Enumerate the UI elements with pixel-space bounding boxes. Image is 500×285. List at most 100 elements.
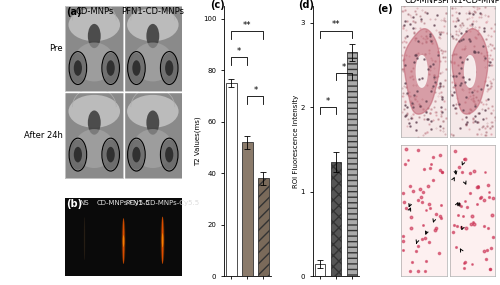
- Point: [406, 13, 414, 17]
- Ellipse shape: [127, 95, 178, 128]
- Point: [437, 89, 445, 94]
- Point: [470, 74, 478, 78]
- Point: [481, 78, 489, 83]
- Point: [414, 198, 422, 203]
- Point: [461, 80, 469, 84]
- Point: [482, 116, 490, 121]
- Ellipse shape: [74, 60, 82, 76]
- Point: [488, 213, 496, 218]
- Point: [442, 107, 450, 111]
- Point: [468, 24, 476, 28]
- Point: [470, 168, 478, 173]
- Point: [468, 222, 475, 227]
- Point: [412, 82, 420, 87]
- Point: [435, 85, 443, 90]
- Point: [426, 17, 434, 21]
- Bar: [258, 178, 268, 276]
- Point: [442, 67, 450, 72]
- Point: [453, 223, 461, 228]
- Point: [458, 60, 466, 64]
- Point: [425, 122, 433, 127]
- Point: [465, 86, 473, 90]
- Point: [414, 64, 422, 68]
- Point: [404, 111, 411, 115]
- Point: [430, 76, 438, 81]
- Point: [412, 38, 420, 43]
- Point: [475, 111, 483, 115]
- Point: [462, 71, 470, 76]
- Point: [480, 55, 488, 60]
- Ellipse shape: [88, 111, 101, 135]
- Point: [482, 89, 490, 93]
- Point: [454, 32, 462, 37]
- Point: [409, 15, 417, 19]
- Point: [488, 57, 496, 62]
- Point: [436, 80, 444, 85]
- Point: [460, 265, 468, 270]
- Y-axis label: ROI Fluorescence Intensity: ROI Fluorescence Intensity: [293, 94, 299, 188]
- Point: [456, 55, 464, 59]
- Point: [479, 102, 487, 106]
- Point: [414, 39, 422, 43]
- Point: [462, 29, 470, 34]
- Point: [482, 98, 490, 103]
- Point: [474, 49, 482, 54]
- Point: [491, 115, 499, 119]
- Point: [398, 52, 406, 57]
- Point: [448, 33, 456, 38]
- Point: [486, 79, 494, 84]
- Point: [418, 200, 426, 205]
- Point: [400, 4, 408, 9]
- Point: [417, 19, 425, 23]
- Point: [465, 70, 473, 75]
- Point: [454, 100, 462, 104]
- Point: [411, 20, 419, 25]
- Point: [412, 249, 420, 254]
- Point: [407, 68, 415, 73]
- Point: [456, 82, 464, 87]
- Bar: [104, 198, 142, 276]
- Point: [399, 26, 407, 30]
- Point: [474, 120, 482, 124]
- Point: [398, 86, 406, 91]
- Point: [473, 184, 481, 189]
- Point: [457, 25, 465, 30]
- Point: [484, 106, 492, 111]
- Point: [460, 23, 468, 28]
- Point: [403, 91, 411, 95]
- Point: [468, 262, 476, 266]
- Point: [449, 36, 457, 40]
- Point: [478, 117, 486, 122]
- Point: [400, 113, 408, 118]
- Point: [408, 116, 416, 121]
- Point: [470, 49, 478, 53]
- Point: [440, 17, 448, 22]
- Point: [408, 101, 416, 105]
- Point: [398, 8, 406, 13]
- Ellipse shape: [127, 8, 178, 41]
- Point: [407, 15, 415, 19]
- Point: [431, 58, 439, 63]
- Point: [436, 94, 444, 98]
- Point: [457, 31, 465, 36]
- Point: [400, 45, 408, 50]
- Text: (d): (d): [298, 0, 314, 10]
- Point: [448, 13, 456, 17]
- Point: [412, 53, 420, 58]
- Point: [482, 36, 490, 41]
- Point: [434, 46, 442, 50]
- Point: [403, 19, 411, 23]
- Point: [470, 44, 478, 48]
- Point: [470, 98, 478, 103]
- Point: [412, 89, 420, 93]
- Point: [432, 82, 440, 86]
- Point: [420, 20, 428, 25]
- Point: [401, 99, 409, 103]
- Point: [470, 69, 478, 74]
- Point: [422, 98, 430, 103]
- Point: [438, 97, 446, 101]
- Point: [466, 77, 474, 82]
- Point: [464, 54, 471, 59]
- Point: [436, 167, 444, 172]
- Point: [488, 111, 496, 115]
